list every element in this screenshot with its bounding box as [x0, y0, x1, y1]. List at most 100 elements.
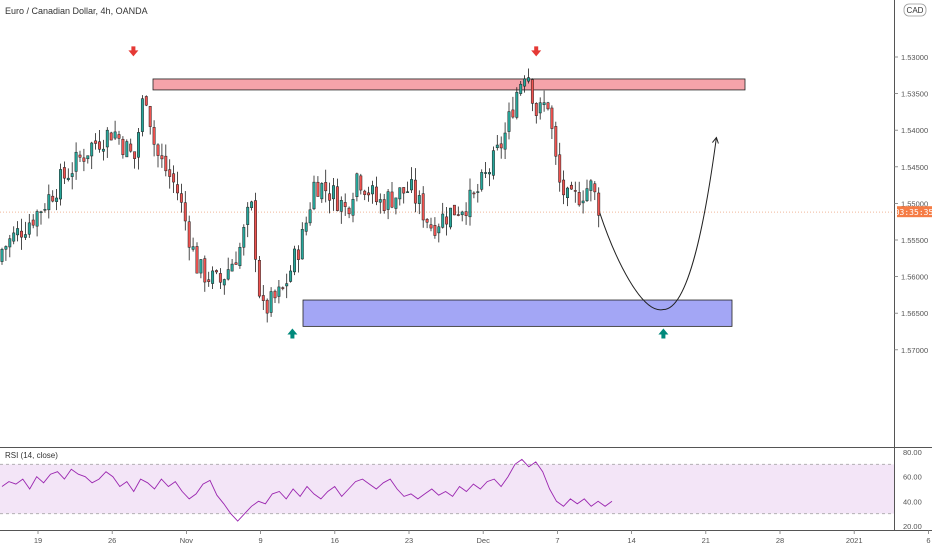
candle-bear	[94, 140, 98, 144]
candle-bull	[238, 246, 242, 267]
candle-bear	[359, 175, 363, 191]
currency-badge[interactable]: CAD	[903, 3, 927, 17]
candle-bear	[265, 299, 269, 314]
candle-bear	[160, 155, 164, 160]
candle-bear	[296, 249, 300, 260]
price-axis[interactable]: 1.57000 1.56500 1.56000 1.55500 1.55000 1.545…	[894, 53, 928, 355]
rsi-line	[1, 458, 613, 522]
supply-zone-box	[152, 78, 746, 91]
candle-bull	[585, 188, 589, 202]
candle-bear	[273, 290, 277, 299]
candle-bear	[390, 191, 394, 208]
candle-bull	[351, 199, 355, 216]
candle-bull	[246, 206, 250, 225]
candle-bear	[172, 173, 176, 183]
candle-bull	[8, 238, 12, 248]
time-tick-label: 2021	[846, 536, 863, 545]
candle-bull	[449, 207, 452, 228]
candle-bear	[109, 132, 113, 141]
arrows	[128, 46, 719, 339]
arrow-up-icon	[658, 328, 669, 339]
candle-bull	[0, 249, 4, 262]
candle-bull	[12, 232, 16, 242]
price-tick-label: 1.57000	[901, 346, 928, 355]
time-tick-label: 7	[555, 536, 559, 545]
candle-bear	[363, 190, 367, 195]
candle-bear	[195, 246, 199, 274]
countdown-label: 03:35:35	[895, 208, 932, 217]
candle-bull	[113, 131, 117, 139]
candle-bear	[569, 184, 573, 190]
candle-bull	[398, 187, 402, 200]
price-tick-label: 1.53500	[901, 90, 928, 99]
candle-bull	[386, 191, 390, 210]
candle-bear	[456, 214, 460, 216]
candle-bull	[101, 148, 105, 152]
candle-bull	[105, 129, 109, 148]
candle-bear	[499, 143, 503, 149]
candle-bear	[429, 224, 433, 229]
candle-bull	[70, 173, 74, 177]
candle-bear	[31, 219, 35, 226]
candle-bull	[308, 209, 312, 224]
candle-bear	[546, 102, 550, 110]
candle-bear	[413, 179, 417, 204]
rsi-tick-label: 20.00	[903, 522, 922, 531]
candle-bull	[378, 199, 382, 203]
candle-bull	[503, 132, 507, 150]
candle-bull	[589, 180, 593, 191]
candle-bear	[573, 190, 577, 192]
time-tick-label: 21	[702, 536, 710, 545]
candle-bear	[144, 96, 148, 106]
candle-bull	[581, 200, 585, 204]
candle-bull	[304, 222, 308, 232]
price-tick-label: 1.54500	[901, 163, 928, 172]
candle-bear	[347, 207, 351, 215]
candle-bear	[187, 221, 191, 248]
price-tick-label: 1.54000	[901, 126, 928, 135]
time-tick-label: 28	[776, 536, 784, 545]
candle-bull	[39, 211, 43, 214]
candle-bear	[402, 187, 406, 194]
candle-bear	[82, 157, 86, 162]
candle-bull	[191, 246, 195, 250]
candle-bull	[269, 291, 273, 313]
arrow-up-icon	[287, 328, 298, 339]
candle-bull	[23, 234, 27, 238]
candle-bear	[121, 138, 125, 156]
supply-zone	[152, 78, 746, 91]
candle-bear	[558, 154, 562, 183]
candle-bear	[464, 211, 468, 216]
candle-bull	[230, 263, 234, 272]
candle-bear	[51, 195, 55, 202]
candle-bull	[137, 132, 140, 158]
candle-bear	[62, 167, 66, 179]
candle-bear	[577, 192, 581, 206]
rsi-band	[0, 464, 894, 514]
price-tick-label: 1.56000	[901, 273, 928, 282]
rsi-label: RSI (14, close)	[5, 451, 58, 460]
arrow-down-icon	[128, 46, 139, 57]
candle-bear	[335, 186, 339, 211]
price-tick-label: 1.55500	[901, 236, 928, 245]
time-tick-label: 9	[259, 536, 263, 545]
candles	[0, 68, 601, 323]
rsi-axis: 80.00 60.00 40.00 20.00	[903, 448, 922, 531]
candle-bull	[320, 183, 324, 200]
projection-curve	[599, 137, 717, 311]
time-tick-label: 16	[331, 536, 339, 545]
candle-bear	[215, 270, 218, 273]
demand-zone-box	[302, 299, 733, 327]
rsi-tick-label: 80.00	[903, 448, 922, 457]
candle-bear	[98, 141, 101, 150]
candle-bear	[148, 106, 152, 127]
time-axis[interactable]: 19 26 Nov 9 16 23 Dec 7 14 21 28 2021 6	[34, 530, 931, 545]
candle-bull	[4, 246, 8, 250]
time-tick-label: 26	[108, 536, 116, 545]
candle-bull	[406, 191, 410, 193]
candle-bull	[289, 270, 293, 282]
candle-bull	[222, 279, 226, 286]
candle-bull	[43, 209, 47, 211]
candle-bull	[66, 177, 70, 180]
candle-bull	[394, 197, 398, 209]
